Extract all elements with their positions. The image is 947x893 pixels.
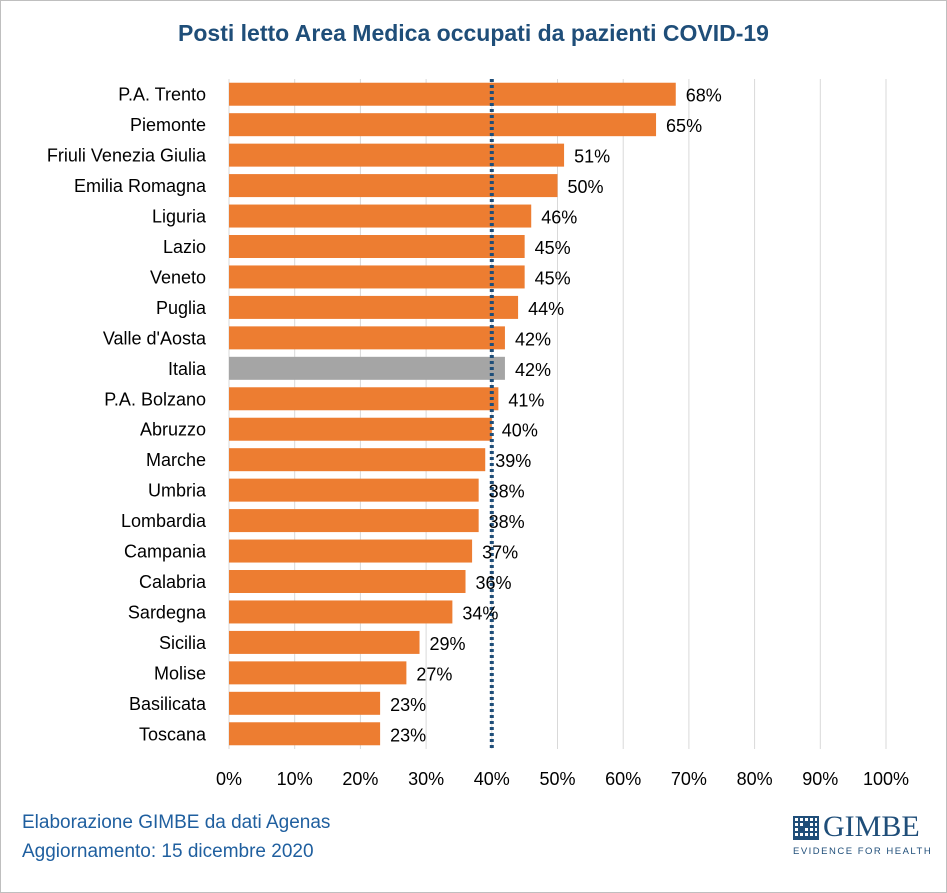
category-label: Calabria — [139, 572, 207, 592]
bar — [229, 235, 525, 258]
data-label: 65% — [666, 116, 702, 136]
bar — [229, 478, 479, 502]
x-tick-label: 20% — [342, 769, 378, 789]
category-label: Lazio — [163, 237, 206, 257]
x-tick-label: 100% — [863, 769, 909, 789]
bar — [229, 539, 473, 563]
data-label: 41% — [508, 390, 544, 410]
logo-grid-icon — [793, 816, 819, 840]
bar — [229, 722, 381, 746]
data-label: 42% — [515, 360, 551, 380]
bar — [229, 509, 479, 533]
data-label: 38% — [489, 482, 525, 502]
category-label: Sardegna — [128, 602, 207, 622]
data-label: 39% — [495, 451, 531, 471]
update-note: Aggiornamento: 15 dicembre 2020 — [22, 841, 314, 862]
source-note: Elaborazione GIMBE da dati Agenas — [22, 812, 331, 833]
data-label: 36% — [476, 573, 512, 593]
category-label: Lombardia — [121, 511, 207, 531]
data-label: 42% — [515, 329, 551, 349]
category-label: Abruzzo — [140, 420, 206, 440]
category-label: Sicilia — [159, 633, 207, 653]
x-tick-label: 60% — [605, 769, 641, 789]
bar — [229, 82, 676, 106]
x-tick-label: 40% — [474, 769, 510, 789]
logo-text: GIMBE — [823, 810, 920, 843]
category-label: Veneto — [150, 267, 206, 287]
category-label: Valle d'Aosta — [103, 328, 207, 348]
labels: 0% 10% 20% 30% 40% 50% 60% 70% 80% 90% 100% P.A. Tr… — [47, 85, 909, 789]
bar — [229, 356, 505, 380]
bar — [229, 387, 499, 411]
data-label: 23% — [390, 725, 426, 745]
category-label: Umbria — [148, 481, 207, 501]
bar — [229, 174, 558, 198]
bar — [229, 570, 466, 593]
data-label: 37% — [482, 543, 518, 563]
bar — [229, 417, 492, 441]
category-label: Italia — [168, 359, 207, 379]
chart-title: Posti letto Area Medica occupati da pazi… — [178, 20, 769, 46]
data-label: 45% — [535, 238, 571, 258]
bar — [229, 691, 381, 715]
data-label: 27% — [416, 664, 452, 684]
bar — [229, 326, 505, 350]
category-label: Campania — [124, 542, 207, 562]
x-tick-label: 90% — [802, 769, 838, 789]
category-label: Piemonte — [130, 115, 206, 135]
category-label: Emilia Romagna — [74, 176, 207, 196]
category-label: Friuli Venezia Giulia — [47, 146, 207, 166]
x-tick-label: 70% — [671, 769, 707, 789]
bar — [229, 630, 420, 654]
data-label: 45% — [535, 268, 571, 288]
data-label: 44% — [528, 299, 564, 319]
category-label: Marche — [146, 450, 206, 470]
x-tick-label: 30% — [408, 769, 444, 789]
data-label: 29% — [430, 634, 466, 654]
bar — [229, 113, 657, 137]
x-tick-label: 80% — [737, 769, 773, 789]
bar — [229, 661, 407, 685]
bar — [229, 143, 565, 167]
category-label: Basilicata — [129, 694, 207, 714]
category-label: Liguria — [152, 207, 207, 227]
bar — [229, 295, 519, 319]
category-label: P.A. Trento — [118, 85, 206, 105]
data-label: 40% — [502, 421, 538, 441]
data-label: 50% — [568, 177, 604, 197]
category-label: Puglia — [156, 298, 207, 318]
category-label: Molise — [154, 663, 206, 683]
data-label: 68% — [686, 86, 722, 106]
bar — [229, 448, 486, 472]
data-label: 23% — [390, 695, 426, 715]
gimbe-logo: GIMBE EVIDENCE FOR HEALTH — [790, 810, 933, 862]
data-label: 51% — [574, 147, 610, 167]
data-label: 38% — [489, 512, 525, 532]
bar — [229, 204, 532, 228]
bar — [229, 600, 453, 624]
x-tick-label: 0% — [216, 769, 242, 789]
category-label: Toscana — [139, 724, 207, 744]
x-tick-label: 50% — [539, 769, 575, 789]
category-label: P.A. Bolzano — [104, 389, 206, 409]
data-label: 34% — [462, 603, 498, 623]
x-tick-label: 10% — [277, 769, 313, 789]
bar — [229, 265, 525, 289]
logo-tagline: EVIDENCE FOR HEALTH — [793, 846, 933, 857]
bars — [229, 82, 676, 746]
data-label: 46% — [541, 208, 577, 228]
